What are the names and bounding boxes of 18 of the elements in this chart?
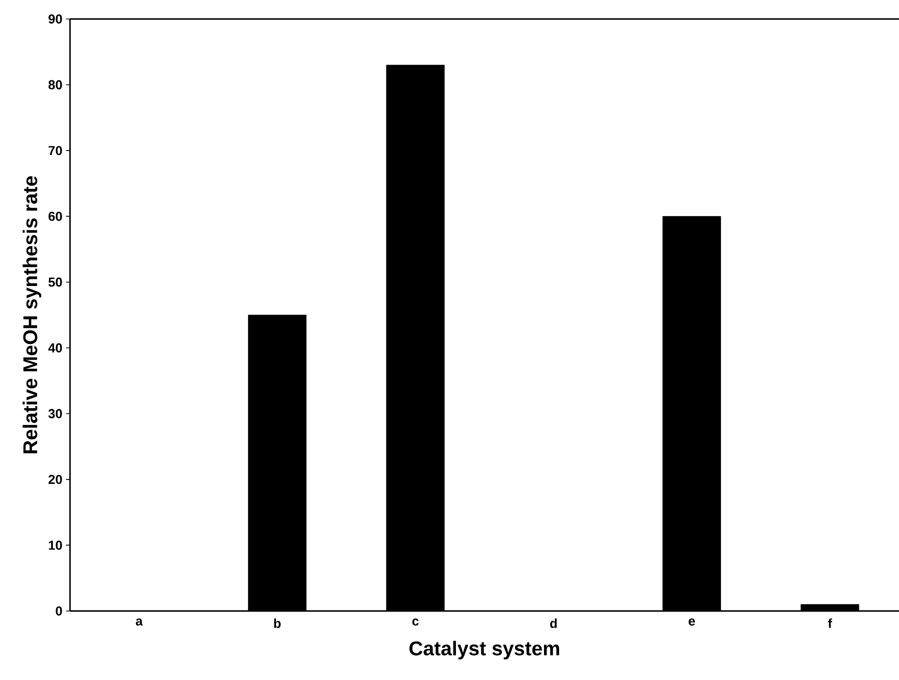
x-tick-label: c (412, 618, 419, 626)
y-tick-label: 20 (48, 474, 62, 484)
x-tick-label: e (688, 618, 695, 626)
y-tick-label: 80 (48, 80, 62, 90)
y-tick-label: 90 (48, 14, 62, 24)
x-axis-title: Catalyst system (409, 640, 560, 660)
y-tick-label: 10 (48, 540, 62, 550)
y-tick-label: 70 (48, 146, 62, 156)
y-tick-label: 40 (48, 343, 62, 352)
y-tick-label: 0 (56, 606, 62, 616)
y-tick-label: 30 (48, 409, 62, 418)
x-tick-label: a (136, 618, 143, 626)
x-tick-label: d (550, 618, 557, 628)
x-tick-label: f (828, 618, 832, 628)
x-tick-label: b (274, 618, 281, 628)
y-axis-title: Relative MeOH synthesis rate (22, 176, 42, 454)
y-tick-label: 50 (48, 278, 62, 287)
y-tick-label: 60 (48, 212, 62, 221)
